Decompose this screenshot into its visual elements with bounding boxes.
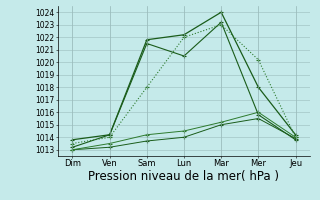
X-axis label: Pression niveau de la mer( hPa ): Pression niveau de la mer( hPa ) (89, 170, 279, 183)
